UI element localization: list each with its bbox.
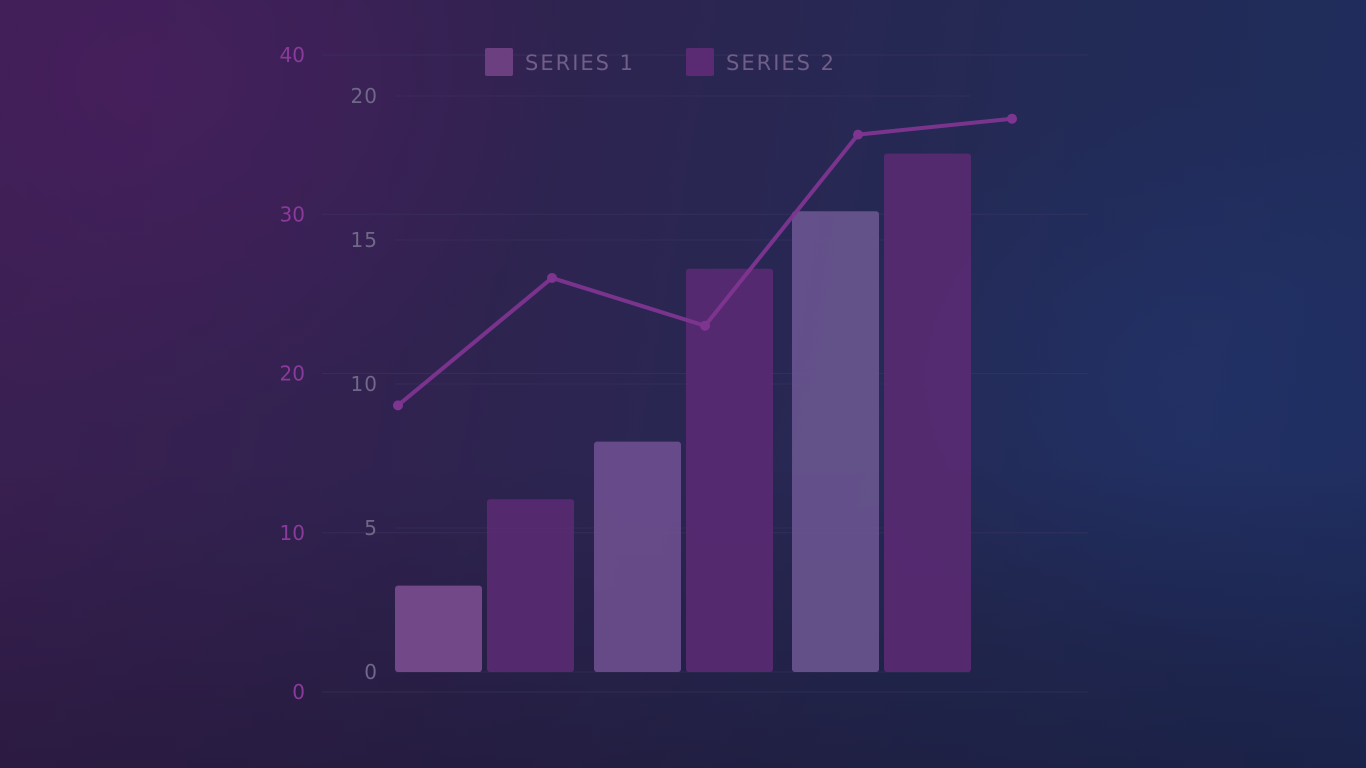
legend-swatch-series-1: [485, 48, 513, 76]
line-series: [393, 113, 1017, 411]
line-point-5: [1007, 113, 1017, 124]
bar-series-2-3: [884, 153, 971, 673]
line-point-1: [393, 400, 403, 411]
inner-axis-tick-label: 10: [351, 372, 378, 396]
bar-series-1-2: [594, 441, 681, 672]
inner-axis-tick-label: 5: [364, 516, 378, 540]
inner-axis-tick-label: 15: [351, 228, 378, 252]
legend: SERIES 1 SERIES 2: [485, 48, 836, 76]
inner-axis-tick-label: 20: [351, 84, 378, 108]
inner-axis-gridlines: [395, 95, 970, 673]
line-point-2: [547, 272, 557, 283]
bar-series-1-1: [395, 585, 482, 672]
inner-axis-tick-label: 0: [364, 660, 378, 684]
legend-label-series-1: SERIES 1: [525, 51, 635, 75]
bars: [395, 153, 971, 673]
left-axis-tick-label: 20: [280, 362, 305, 386]
legend-swatch-series-2: [686, 48, 714, 76]
bar-series-1-3: [792, 211, 879, 672]
line-point-3: [700, 320, 710, 331]
left-axis-tick-label: 30: [280, 202, 305, 226]
bar-series-2-2: [686, 268, 773, 672]
left-axis-tick-label: 10: [280, 521, 305, 545]
left-axis-tick-label: 40: [280, 43, 305, 67]
inner-axis-ticks: 0 5 10 15 20: [351, 84, 378, 684]
legend-label-series-2: SERIES 2: [726, 51, 836, 75]
line-point-4: [853, 129, 863, 140]
left-axis-ticks: 0 10 20 30 40: [280, 43, 305, 704]
bar-series-2-1: [487, 499, 574, 672]
left-axis-tick-label: 0: [292, 680, 305, 704]
